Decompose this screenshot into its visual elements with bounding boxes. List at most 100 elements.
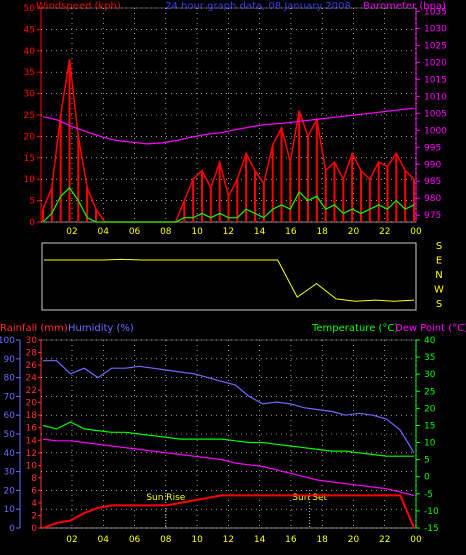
temperature-tick-label: -5 xyxy=(424,490,433,500)
top-left-title: Windspeed (kph) xyxy=(36,1,121,12)
rain-tick-label: 28 xyxy=(26,349,38,359)
temperature-tick-label: 5 xyxy=(424,456,430,466)
direction-plot-frame xyxy=(41,242,417,311)
top-right-tick-label: 1005 xyxy=(424,109,447,119)
temperature-title: Temperature (°C) xyxy=(311,323,398,334)
bottom-x-tick-label: 16 xyxy=(285,535,297,545)
sun-annotation-label: Sun Rise xyxy=(146,493,185,503)
top-left-tick-label: 20 xyxy=(24,132,36,142)
top-right-tick-label: 1010 xyxy=(424,92,447,102)
rain-tick-label: 4 xyxy=(31,499,37,509)
top-x-tick-label: 06 xyxy=(129,227,141,237)
top-right-tick-label: 985 xyxy=(424,177,441,187)
gust-line xyxy=(42,186,415,223)
top-x-tick-label: 18 xyxy=(316,227,328,237)
rainfall-line xyxy=(42,494,415,529)
direction-label: E xyxy=(436,256,442,267)
temperature-line xyxy=(42,421,414,457)
top-x-tick-label: 00 xyxy=(410,227,422,237)
humidity-tick-label: 50 xyxy=(4,430,16,440)
rain-tick-label: 8 xyxy=(31,474,37,484)
rain-tick-label: 12 xyxy=(26,449,37,459)
bottom-x-tick-label: 04 xyxy=(98,535,110,545)
bottom-x-tick-label: 20 xyxy=(348,535,360,545)
rain-tick-label: 24 xyxy=(26,374,38,384)
rain-tick-label: 20 xyxy=(26,399,38,409)
rain-tick-label: 0 xyxy=(31,524,37,534)
rain-tick-label: 16 xyxy=(26,424,38,434)
top-right-tick-label: 1015 xyxy=(424,75,447,85)
top-right-tick-label: 995 xyxy=(424,143,441,153)
temperature-tick-label: 20 xyxy=(424,404,436,414)
temperature-tick-label: 15 xyxy=(424,421,435,431)
humidity-title: Humidity (%) xyxy=(68,323,134,334)
top-left-tick-label: 50 xyxy=(24,4,36,14)
top-left-tick-label: 15 xyxy=(24,154,35,164)
humidity-tick-label: 80 xyxy=(4,374,16,384)
direction-label: S xyxy=(436,241,442,252)
top-right-tick-label: 1030 xyxy=(424,24,447,34)
top-x-tick-label: 02 xyxy=(66,227,77,237)
top-right-tick-label: 990 xyxy=(424,160,441,170)
top-left-tick-label: 25 xyxy=(24,111,35,121)
bottom-x-tick-label: 06 xyxy=(129,535,141,545)
top-x-tick-label: 10 xyxy=(191,227,203,237)
temperature-tick-label: -15 xyxy=(424,524,439,534)
temperature-tick-label: 10 xyxy=(424,439,436,449)
rainfall-title: Rainfall (mm) xyxy=(0,323,68,334)
bottom-x-tick-label: 02 xyxy=(66,535,77,545)
top-left-tick-label: 10 xyxy=(24,175,36,185)
humidity-tick-label: 0 xyxy=(9,524,15,534)
top-left-tick-label: 45 xyxy=(24,25,35,35)
humidity-line xyxy=(43,360,415,454)
wind-direction-line xyxy=(44,258,415,302)
top-x-tick-label: 14 xyxy=(254,227,266,237)
top-right-tick-label: 975 xyxy=(424,211,441,221)
top-right-title: Barometer (hpa) xyxy=(363,1,446,12)
bottom-x-tick-label: 00 xyxy=(410,535,422,545)
rain-tick-label: 26 xyxy=(26,361,38,371)
humidity-tick-label: 40 xyxy=(4,449,16,459)
bottom-x-tick-label: 12 xyxy=(223,535,234,545)
top-left-tick-label: 5 xyxy=(29,197,35,207)
top-x-tick-label: 12 xyxy=(223,227,234,237)
top-left-tick-label: 0 xyxy=(29,218,35,228)
bottom-x-tick-label: 10 xyxy=(191,535,203,545)
top-right-tick-label: 1025 xyxy=(424,41,447,51)
rain-tick-label: 2 xyxy=(31,511,37,521)
humidity-tick-label: 10 xyxy=(4,505,16,515)
temperature-tick-label: 35 xyxy=(424,353,435,363)
bottom-x-tick-label: 22 xyxy=(379,535,390,545)
bottom-plot-frame xyxy=(40,339,417,529)
top-right-tick-label: 1000 xyxy=(424,126,447,136)
temperature-tick-label: 40 xyxy=(424,336,436,346)
top-left-tick-label: 40 xyxy=(24,47,36,57)
direction-label: S xyxy=(436,299,442,310)
sun-annotation-label: Sun Set xyxy=(292,493,327,503)
direction-label: N xyxy=(435,270,442,281)
direction-label: W xyxy=(434,285,444,296)
bottom-x-tick-label: 18 xyxy=(316,535,328,545)
humidity-tick-label: 30 xyxy=(4,468,16,478)
dewpoint-line xyxy=(42,438,415,497)
pressure-line xyxy=(42,107,415,145)
humidity-tick-label: 20 xyxy=(4,486,16,496)
humidity-tick-label: 100 xyxy=(0,336,15,346)
rain-tick-label: 18 xyxy=(26,411,38,421)
rain-tick-label: 22 xyxy=(26,386,37,396)
bottom-x-tick-label: 14 xyxy=(254,535,266,545)
humidity-tick-label: 60 xyxy=(4,411,16,421)
top-x-tick-label: 16 xyxy=(285,227,297,237)
humidity-tick-label: 70 xyxy=(4,392,16,402)
top-center-title: 24 hour graph data, 08 January 2008 xyxy=(165,1,351,12)
rain-tick-label: 30 xyxy=(26,336,38,346)
temperature-tick-label: 0 xyxy=(424,473,430,483)
temperature-tick-label: 25 xyxy=(424,387,435,397)
top-x-tick-label: 20 xyxy=(348,227,360,237)
dewpoint-title: Dew Point (°C) xyxy=(395,323,466,334)
humidity-tick-label: 90 xyxy=(4,355,16,365)
rain-tick-label: 10 xyxy=(26,461,38,471)
bottom-x-tick-label: 08 xyxy=(160,535,172,545)
temperature-tick-label: 30 xyxy=(424,370,436,380)
